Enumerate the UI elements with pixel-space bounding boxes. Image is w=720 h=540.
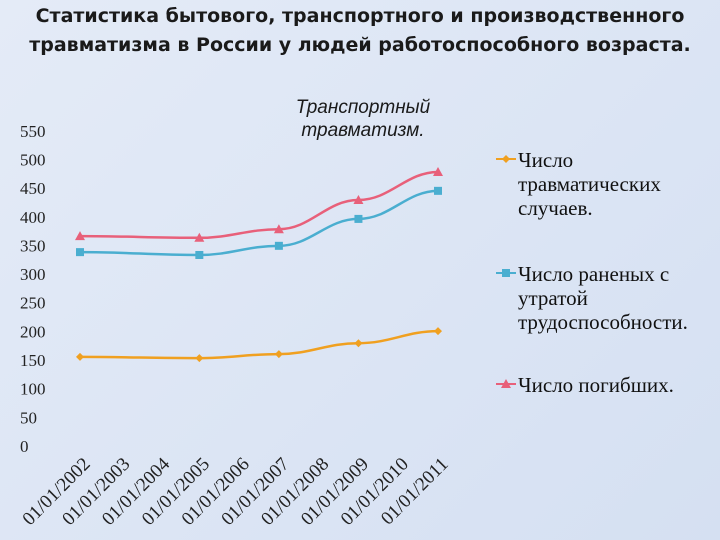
data-point <box>354 339 363 348</box>
y-tick-label: 500 <box>20 151 46 170</box>
data-point <box>76 248 84 257</box>
legend-label: Число травматических случаев. <box>518 148 661 220</box>
y-tick-label: 350 <box>20 236 46 255</box>
series-line <box>79 329 439 360</box>
y-tick-label: 400 <box>20 208 46 227</box>
legend-marker <box>501 379 511 388</box>
y-tick-label: 0 <box>20 437 29 456</box>
chart-title: Статистика бытового, транспортного и про… <box>29 5 691 56</box>
y-tick-label: 200 <box>20 322 46 341</box>
data-point <box>434 327 442 336</box>
series-line <box>79 170 439 240</box>
data-point <box>274 350 283 359</box>
y-tick-label: 450 <box>20 179 46 198</box>
y-tick-label: 250 <box>20 294 46 313</box>
y-tick-label: 550 <box>20 122 46 141</box>
data-point <box>76 352 84 361</box>
y-tick-label: 100 <box>20 380 46 399</box>
data-point <box>353 195 364 205</box>
y-tick-label: 50 <box>20 408 37 427</box>
legend-marker <box>502 155 510 163</box>
legend-marker <box>502 269 510 277</box>
data-point <box>194 232 205 242</box>
data-point <box>274 241 283 250</box>
legend-label: Число погибших. <box>518 373 674 397</box>
data-point <box>354 214 363 223</box>
data-point <box>75 231 85 241</box>
data-point <box>195 250 204 259</box>
data-point <box>195 354 204 363</box>
chart-subtitle: Транспортный травматизм. <box>295 97 431 141</box>
data-point <box>273 224 284 234</box>
series-line <box>79 189 439 257</box>
data-point <box>433 166 443 176</box>
data-point <box>434 186 442 195</box>
legend-label: Число раненых с утратой трудоспособности… <box>518 262 688 334</box>
y-tick-label: 150 <box>20 351 46 370</box>
y-tick-label: 300 <box>20 265 46 284</box>
